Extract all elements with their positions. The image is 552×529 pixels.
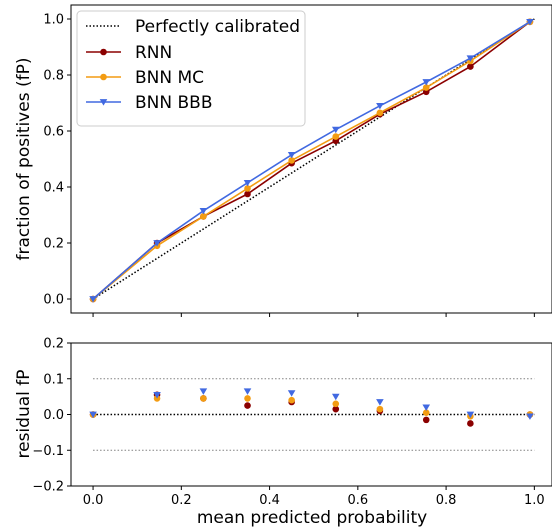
series-line-bnn-bbb — [92, 21, 531, 300]
data-point-bnn-bbb — [526, 18, 534, 26]
residual-point-bnn-bbb — [89, 411, 97, 419]
residual-point-bnn-bbb — [466, 411, 475, 419]
data-point-bnn-bbb — [466, 55, 475, 62]
calibration-y-axis-label: fraction of positives (fP) — [14, 58, 34, 261]
data-point-bnn-bbb — [89, 296, 97, 303]
data-point-bnn-mc — [200, 213, 207, 220]
residual-point-rnn — [467, 420, 474, 427]
residual-point-bnn-bbb — [287, 390, 296, 397]
data-point-bnn-bbb — [199, 207, 208, 215]
legend-label-rnn: RNN — [135, 43, 172, 63]
residual-point-bnn-mc — [332, 400, 340, 408]
data-point-bnn-mc — [244, 185, 251, 192]
x-axis-label: mean predicted probability — [197, 508, 427, 528]
residual-point-bnn-mc — [288, 396, 295, 404]
residual-point-rnn — [332, 405, 340, 413]
calibration-y-ticks: 0.0 0.2 0.4 0.6 0.8 1.0 — [43, 13, 71, 308]
data-point-bnn-bbb — [243, 179, 252, 187]
legend-marker-bnn-bbb — [99, 99, 108, 106]
residual-point-bnn-mc — [200, 395, 207, 402]
x-tick-label: 0.0 — [83, 493, 104, 508]
residual-point-bnn-bbb — [331, 393, 340, 401]
residual-point-rnn — [244, 402, 251, 409]
data-point-bnn-bbb — [287, 151, 296, 159]
legend-label-bnn-mc: BNN MC — [135, 68, 204, 88]
calibration-x-ticks — [92, 313, 535, 317]
residual-reference-lines — [93, 378, 535, 451]
residual-point-bnn-mc — [376, 405, 384, 413]
y-tick-label: 0.6 — [43, 125, 64, 140]
y-tick-label: 0.0 — [43, 408, 64, 423]
data-point-bnn-mc — [376, 109, 384, 117]
residual-x-ticks: 0.0 0.2 0.4 0.6 0.8 1.0 — [83, 486, 545, 508]
y-tick-label: −0.1 — [32, 444, 64, 459]
x-tick-label: 0.6 — [347, 493, 368, 508]
residual-point-bnn-bbb — [376, 399, 384, 406]
data-point-bnn-bbb — [422, 79, 431, 86]
residual-point-rnn — [422, 416, 430, 424]
y-tick-label: 1.0 — [43, 13, 64, 28]
residual-series — [89, 388, 534, 427]
calibration-panel: 0.0 0.2 0.4 0.6 0.8 1.0 fraction of positives… — [14, 4, 552, 317]
x-tick-label: 0.2 — [171, 493, 192, 508]
residual-point-bnn-bbb — [153, 391, 161, 399]
legend: Perfectly calibrated RNN BNN MC BNN BBB — [76, 10, 306, 127]
residual-point-bnn-mc — [244, 395, 251, 402]
x-tick-label: 1.0 — [524, 493, 545, 508]
data-point-rnn — [467, 63, 474, 70]
calibration-plot-frame — [70, 4, 552, 314]
legend-box — [76, 10, 306, 127]
data-point-bnn-bbb — [376, 102, 384, 110]
residual-y-ticks: −0.2 −0.1 0.0 0.1 0.2 — [32, 337, 71, 495]
y-tick-label: 0.2 — [43, 337, 64, 352]
residual-point-bnn-bbb — [199, 388, 208, 395]
calibration-series — [89, 18, 534, 303]
data-point-rnn — [244, 190, 251, 198]
y-tick-label: 0.0 — [43, 293, 64, 308]
y-tick-label: −0.2 — [32, 480, 64, 495]
legend-series-entries: RNN BNN MC BNN BBB — [86, 43, 213, 113]
data-point-bnn-mc — [332, 133, 340, 140]
legend-marker-rnn — [100, 48, 107, 56]
legend-marker-bnn-mc — [100, 73, 107, 81]
residual-point-bnn-mc — [422, 409, 430, 417]
data-point-bnn-bbb — [153, 240, 161, 247]
y-tick-label: 0.2 — [43, 237, 64, 252]
residual-panel: −0.2 −0.1 0.0 0.1 0.2 0.0 0.2 0.4 0.6 0.8 1.0 res… — [14, 337, 552, 528]
y-tick-label: 0.4 — [43, 181, 64, 196]
series-line-bnn-mc — [92, 21, 531, 300]
x-tick-label: 0.8 — [436, 493, 457, 508]
data-point-bnn-bbb — [331, 126, 340, 134]
y-tick-label: 0.1 — [43, 372, 64, 387]
residual-y-axis-label: residual fP — [14, 369, 34, 458]
data-point-bnn-mc — [288, 157, 295, 164]
legend-label-perfect: Perfectly calibrated — [135, 17, 300, 37]
residual-point-bnn-bbb — [243, 388, 252, 395]
residual-point-bnn-bbb — [526, 413, 534, 420]
legend-label-bnn-bbb: BNN BBB — [135, 93, 213, 113]
series-line-rnn — [92, 21, 531, 300]
y-tick-label: 0.8 — [43, 69, 64, 84]
x-tick-label: 0.4 — [259, 493, 280, 508]
residual-point-bnn-bbb — [422, 404, 431, 411]
data-point-bnn-mc — [422, 84, 430, 91]
